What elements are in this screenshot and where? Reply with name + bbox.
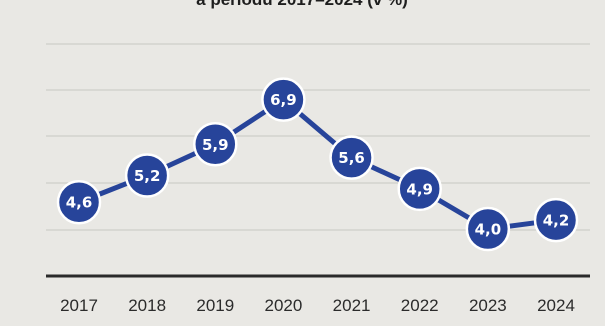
x-axis-ticks: 2017 2018 2019 2020 2021 2022 2023 2024 (60, 296, 575, 315)
data-label-2021: 5,6 (338, 149, 365, 167)
chart-title: a periodu 2017–2024 (v %) (196, 0, 408, 9)
data-point-2023 (465, 206, 511, 252)
data-point-2022 (397, 166, 442, 212)
data-label-2017: 4,6 (66, 194, 93, 212)
x-tick-label-2023: 2023 (469, 296, 507, 315)
data-label-2022: 4,9 (406, 180, 433, 198)
series-group: 4,6 5,2 5,9 6,9 5,6 4,9 4,0 4,2 (56, 77, 579, 252)
x-tick-label-2022: 2022 (401, 296, 439, 315)
x-tick-label-2017: 2017 (60, 296, 98, 315)
data-point-2020 (261, 77, 306, 122)
data-point-2021 (329, 135, 374, 180)
data-point-2017 (56, 179, 102, 225)
x-tick-label-2020: 2020 (265, 296, 303, 315)
data-label-2023: 4,0 (475, 221, 502, 239)
x-tick-label-2018: 2018 (128, 296, 166, 315)
data-label-2019: 5,9 (202, 136, 229, 154)
x-tick-label-2021: 2021 (333, 296, 371, 315)
data-label-2020: 6,9 (270, 91, 297, 109)
data-point-2018 (124, 153, 170, 198)
data-label-2024: 4,2 (543, 212, 570, 230)
x-tick-label-2019: 2019 (196, 296, 234, 315)
data-point-2024 (533, 197, 579, 243)
data-label-2018: 5,2 (134, 167, 161, 185)
x-tick-label-2024: 2024 (537, 296, 575, 315)
data-point-2019 (193, 122, 238, 167)
